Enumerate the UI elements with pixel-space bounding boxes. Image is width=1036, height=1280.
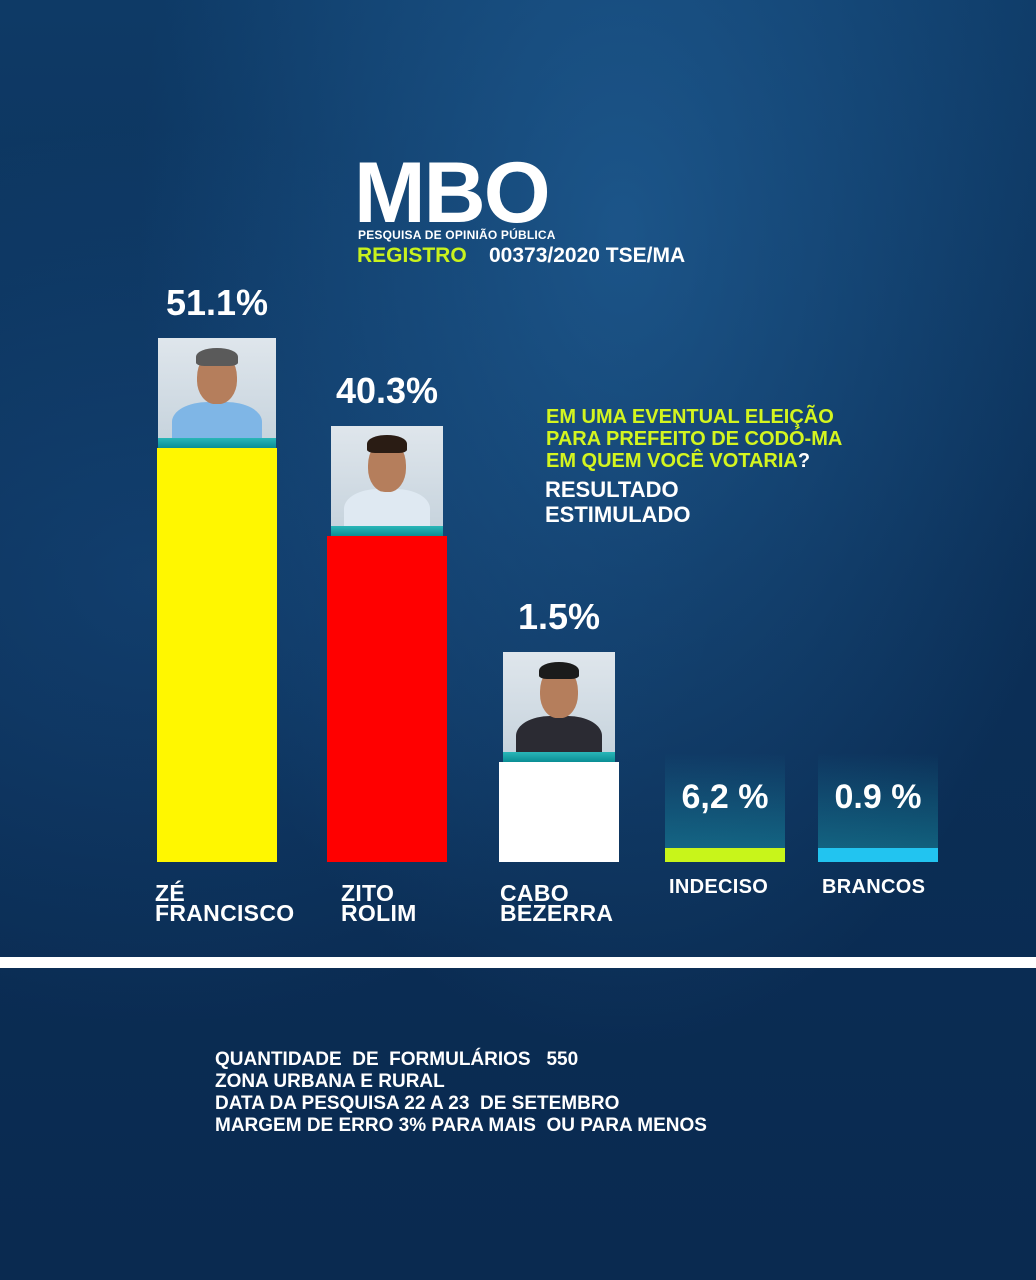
category-label: CABO BEZERRA: [500, 880, 614, 926]
category-label: BRANCOS: [822, 877, 925, 897]
footer-forms-count: QUANTIDADE DE FORMULÁRIOS 550: [215, 1049, 579, 1070]
value-label: 6,2 %: [681, 778, 769, 816]
question-line-2: PARA PREFEITO DE CODÓ-MA: [546, 428, 843, 450]
category-label-line: BRANCOS: [822, 876, 926, 898]
question-line-1: EM UMA EVENTUAL ELEIÇÃO: [546, 406, 834, 428]
value-label: 1.5%: [517, 596, 601, 637]
bar-zito-rolim: [327, 535, 447, 862]
result-type-line-2: ESTIMULADO: [545, 502, 691, 527]
bar-chart: 51.1% ZÉ FRANCISCO 40.3% ZITO ROLIM 1.5% CABO BE…: [155, 282, 938, 926]
category-label: INDECISO: [669, 877, 768, 897]
footer-date: DATA DA PESQUISA 22 A 23 DE SETEMBRO: [215, 1093, 620, 1114]
value-label: 40.3%: [335, 369, 439, 411]
category-label: ZITO ROLIM: [341, 880, 417, 926]
bar-z-francisco: [157, 448, 277, 862]
candidate-photo: [503, 652, 615, 762]
category-label-line: ROLIM: [341, 900, 417, 926]
category-label-line: FRANCISCO: [155, 900, 295, 926]
category-label: ZÉ FRANCISCO: [155, 880, 295, 926]
footer-margin: MARGEM DE ERRO 3% PARA MAIS OU PARA MENO…: [215, 1115, 707, 1136]
candidate-photo: [158, 338, 276, 449]
category-label-line: ZITO: [341, 880, 395, 906]
category-label-line: BEZERRA: [500, 900, 614, 926]
footer-zone: ZONA URBANA E RURAL: [215, 1071, 445, 1092]
registro-value: 00373/2020 TSE/MA: [489, 244, 686, 267]
category-label-line: CABO: [500, 880, 569, 906]
category-label-line: ZÉ: [155, 880, 185, 906]
brand-logo: MBO: [354, 145, 551, 241]
methodology-notes: QUANTIDADE DE FORMULÁRIOS 550 ZONA URBAN…: [215, 1049, 835, 1137]
candidate-photo: [331, 425, 443, 536]
category-label-line: INDECISO: [669, 876, 769, 898]
registro-label: REGISTRO: [357, 244, 467, 267]
question-line-3: EM QUEM VOCÊ VOTARIA: [546, 450, 798, 472]
value-label: 51.1%: [165, 282, 269, 324]
question-mark: ?: [797, 450, 811, 472]
poll-question: EM UMA EVENTUAL ELEIÇÃO PARA PREFEITO DE…: [546, 406, 886, 472]
bar-glow: [665, 753, 785, 848]
divider: [0, 957, 1036, 968]
brand-subtitle: PESQUISA DE OPINIÃO PÚBLICA: [358, 228, 556, 242]
bar-cabo-bezerra: [499, 762, 619, 862]
bar-brancos: [818, 848, 938, 862]
bar-indeciso: [665, 848, 785, 862]
value-label: 0.9 %: [834, 778, 922, 816]
bar-glow: [818, 753, 938, 848]
result-type: RESULTADO ESTIMULADO: [545, 477, 805, 527]
result-type-line-1: RESULTADO: [545, 477, 679, 502]
